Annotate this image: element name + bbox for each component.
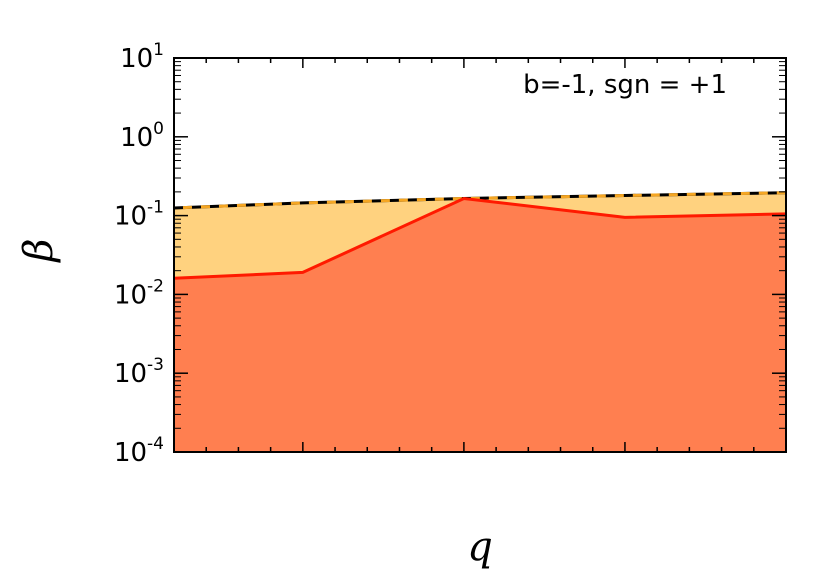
series-1-line	[173, 196, 787, 280]
y-tick-label: 10-3	[114, 355, 164, 389]
y-tick-label-exponent: 1	[153, 40, 164, 60]
y-tick-label-exponent: -1	[147, 198, 164, 218]
y-tick-label-exponent: 0	[153, 119, 164, 139]
y-tick-label-base: 10	[114, 202, 147, 232]
annotation-text: b=-1, sgn = +1	[523, 70, 727, 100]
plot-areas	[174, 192, 786, 452]
plot-lines	[173, 191, 787, 280]
y-tick-label-exponent: -2	[147, 276, 164, 296]
y-tick-label: 10-4	[114, 434, 164, 468]
y-tick-label: 101	[120, 40, 164, 74]
y-tick-label-base: 10	[114, 359, 147, 389]
y-tick-label: 10-2	[114, 276, 164, 310]
y-tick-label: 10-1	[114, 198, 164, 232]
plot-frame	[173, 57, 787, 453]
series-0-dash-line	[173, 191, 787, 210]
y-tick-label-base: 10	[114, 280, 147, 310]
y-axis-title: β	[16, 238, 62, 263]
y-tick-label-base: 10	[120, 123, 153, 153]
y-tick-label: 100	[120, 119, 164, 153]
y-tick-label-base: 10	[120, 44, 153, 74]
x-axis-title: q	[467, 524, 493, 570]
y-tick-label-exponent: -3	[147, 355, 164, 375]
y-tick-label-exponent: -4	[147, 434, 164, 454]
y-tick-label-base: 10	[114, 438, 147, 468]
axis-ticks	[173, 57, 787, 453]
